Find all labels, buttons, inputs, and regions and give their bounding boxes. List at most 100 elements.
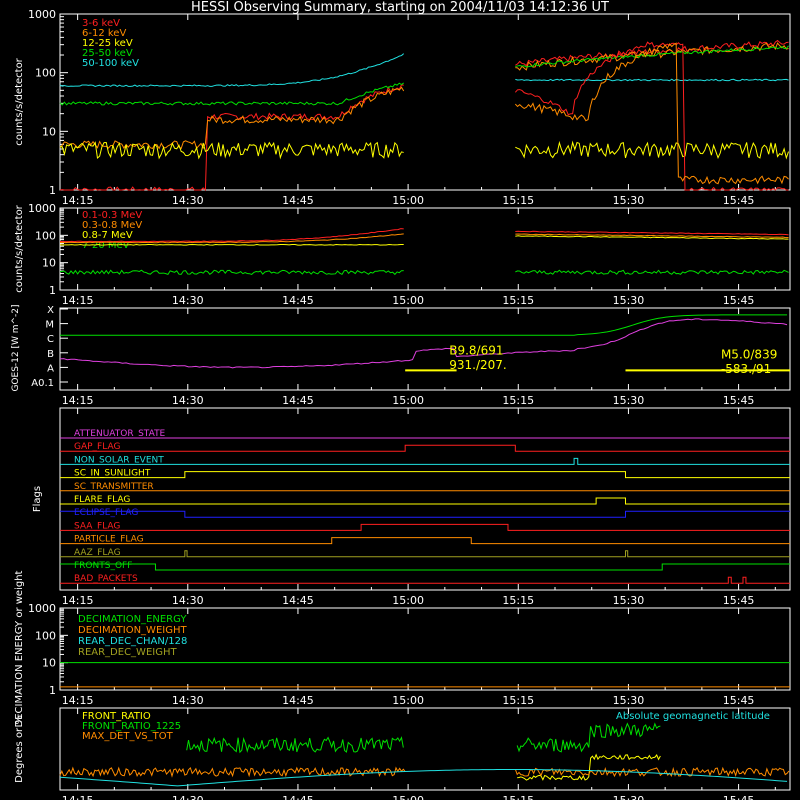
series-0.3-0.8mev	[515, 233, 789, 239]
series-3-6kev	[515, 39, 789, 67]
legend-entry: FRONT_RATIO_1225	[82, 721, 181, 732]
legend-entry: 6-12 keV	[82, 28, 126, 39]
flag-label: SC_TRANSMITTER	[74, 482, 154, 492]
time-tick-label: 14:15	[62, 394, 94, 407]
flag-trace	[60, 510, 790, 518]
legend-entry: 50-100 keV	[82, 58, 139, 69]
max-det-vs-tot	[59, 766, 406, 778]
flag-trace	[60, 537, 790, 545]
flag-trace	[60, 497, 790, 505]
y-axis-label: counts/s/detector	[14, 204, 25, 292]
legend-entry: 25-50 keV	[82, 48, 133, 59]
legend-entry: REAR_DEC_WEIGHT	[78, 647, 177, 658]
y-tick-label: 1	[49, 284, 56, 297]
flag-trace	[60, 550, 790, 558]
goes-annotation: -583./91	[721, 362, 771, 376]
goes-short-channel	[59, 318, 788, 369]
time-tick-label: 15:15	[502, 794, 534, 800]
y-tick-label: 1000	[28, 602, 56, 615]
y-tick-label: M	[45, 320, 54, 331]
time-tick-label: 15:00	[392, 794, 424, 800]
legend-entry: DECIMATION_WEIGHT	[78, 625, 187, 636]
time-tick-label: 15:15	[502, 694, 534, 707]
time-tick-label: 15:15	[502, 194, 534, 207]
series-0.3-0.8mev	[59, 233, 404, 244]
flag-label: GAP_FLAG	[74, 442, 120, 452]
goes-annotation: M5.0/839	[721, 348, 777, 362]
time-tick-label: 14:45	[282, 394, 314, 407]
panel-frame	[59, 407, 791, 591]
flag-label: FRONTS_OFF	[74, 561, 132, 571]
series-3-6kev-b	[514, 41, 789, 191]
time-tick-label: 14:45	[282, 594, 314, 607]
front-ratio-1225	[516, 722, 661, 753]
time-tick-label: 14:30	[172, 194, 204, 207]
time-tick-label: 15:00	[392, 694, 424, 707]
y-tick-label: 10	[42, 657, 56, 670]
geomagnetic-latitude	[59, 768, 788, 787]
legend-entry: 0.3-0.8 MeV	[82, 220, 142, 231]
series-3-6kev	[59, 84, 404, 192]
panel-frame	[59, 607, 791, 691]
series-7-20mev	[515, 269, 789, 275]
time-tick-label: 15:30	[613, 294, 645, 307]
legend-entry: DECIMATION_ENERGY	[78, 614, 187, 625]
time-tick-label: 15:30	[613, 694, 645, 707]
series-25-50kev	[59, 82, 404, 106]
legend-entry: 3-6 keV	[82, 18, 120, 29]
y-tick-label: A0.1	[31, 378, 54, 389]
y-axis-label: GOES-12 [W m^-2]	[11, 304, 21, 391]
goes-annotation: B9.8/691	[449, 343, 503, 357]
time-tick-label: 15:45	[723, 394, 755, 407]
y-tick-label: 100	[35, 67, 56, 80]
time-tick-label: 14:15	[62, 194, 94, 207]
series-0.1-0.3mev	[515, 230, 789, 236]
time-tick-label: 15:45	[723, 194, 755, 207]
flag-label: AAZ_FLAG	[74, 548, 121, 558]
goes-annotation: 931./207.	[449, 358, 506, 372]
time-tick-label: 14:45	[282, 194, 314, 207]
series-50-100kev	[515, 78, 789, 82]
time-tick-label: 15:45	[723, 794, 755, 800]
time-tick-label: 14:30	[172, 294, 204, 307]
flag-label: FLARE_FLAG	[74, 495, 130, 505]
y-axis-label: counts/s/detector	[14, 57, 25, 145]
time-tick-label: 14:15	[62, 694, 94, 707]
time-tick-label: 15:30	[613, 194, 645, 207]
y-tick-label: 100	[35, 229, 56, 242]
series-12-25kev	[515, 140, 790, 160]
chart-title: HESSI Observing Summary, starting on 200…	[191, 0, 609, 15]
flag-trace	[60, 523, 790, 531]
legend-entry: MAX_DET_VS_TOT	[82, 731, 174, 742]
y-tick-label: 1	[49, 184, 56, 197]
y-tick-label: 1000	[28, 202, 56, 215]
legend-entry: REAR_DEC_CHAN/128	[78, 636, 187, 647]
time-tick-label: 15:15	[502, 294, 534, 307]
y-tick-label: C	[47, 334, 54, 345]
y-tick-label: 1000	[28, 8, 56, 21]
flag-label: NON_SOLAR_EVENT	[74, 455, 164, 465]
y-tick-label: B	[47, 349, 54, 360]
time-tick-label: 14:30	[172, 694, 204, 707]
time-tick-label: 14:30	[172, 394, 204, 407]
y-tick-label: 100	[35, 629, 56, 642]
panel-frame	[59, 307, 791, 391]
series-0.1-0.3mev	[59, 228, 404, 243]
legend-entry: Absolute geomagnetic latitude	[616, 711, 770, 722]
flag-label: SC_IN_SUNLIGHT	[74, 469, 151, 479]
time-tick-label: 15:00	[392, 294, 424, 307]
time-tick-label: 14:45	[282, 294, 314, 307]
max-det-vs-tot	[514, 766, 790, 778]
panel-frame	[59, 13, 791, 191]
series-0.8-7mev	[515, 235, 789, 240]
panel-frame	[59, 707, 791, 791]
series-50-100kev	[59, 53, 405, 88]
y-tick-label: 1	[49, 684, 56, 697]
y-tick-label: A	[47, 363, 54, 374]
front-ratio	[517, 753, 661, 781]
flag-label: ECLIPSE_FLAG	[74, 508, 138, 518]
legend-entry: 0.1-0.3 MeV	[82, 210, 142, 221]
time-tick-label: 14:15	[62, 294, 94, 307]
series-0.8-7mev	[59, 243, 404, 246]
front-ratio-1225	[186, 736, 404, 754]
